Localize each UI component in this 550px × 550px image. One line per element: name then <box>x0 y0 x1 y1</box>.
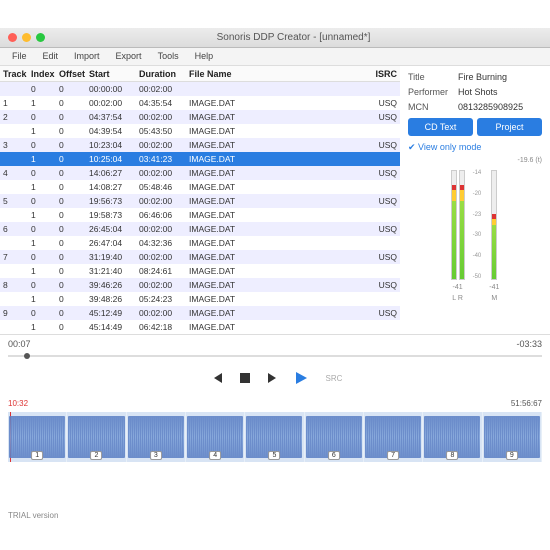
table-row[interactable]: 30010:23:0400:02:00IMAGE.DATUSQ <box>0 138 400 152</box>
timeline[interactable]: 10:3251:56:67 123456789 <box>0 397 550 466</box>
menu-edit[interactable]: Edit <box>35 48 67 65</box>
table-row[interactable]: 80039:46:2600:02:00IMAGE.DATUSQ <box>0 278 400 292</box>
table-row[interactable]: 50019:56:7300:02:00IMAGE.DATUSQ <box>0 194 400 208</box>
transport: SRC <box>0 363 550 397</box>
table-row[interactable]: 11000:02:0004:35:54IMAGE.DATUSQ <box>0 96 400 110</box>
col-header[interactable]: Duration <box>136 67 186 81</box>
col-header[interactable]: ISRC <box>372 67 400 81</box>
table-row[interactable]: 1010:25:0403:41:23IMAGE.DAT <box>0 152 400 166</box>
cdtext-button[interactable]: CD Text <box>408 118 473 136</box>
minimize-icon[interactable] <box>22 33 31 42</box>
col-header[interactable]: Track <box>0 67 28 81</box>
table-row[interactable]: 40014:06:2700:02:00IMAGE.DATUSQ <box>0 166 400 180</box>
menu-help[interactable]: Help <box>187 48 222 65</box>
table-row[interactable]: 20004:37:5400:02:00IMAGE.DATUSQ <box>0 110 400 124</box>
table-row[interactable]: 60026:45:0400:02:00IMAGE.DATUSQ <box>0 222 400 236</box>
track-table: TrackIndexOffsetStartDurationFile NameIS… <box>0 66 400 334</box>
play-button[interactable] <box>292 369 310 387</box>
table-row[interactable]: 90045:12:4900:02:00IMAGE.DATUSQ <box>0 306 400 320</box>
menu-tools[interactable]: Tools <box>150 48 187 65</box>
prev-button[interactable] <box>208 369 226 387</box>
progress-bar[interactable] <box>8 355 542 357</box>
table-row[interactable]: 1026:47:0404:32:36IMAGE.DAT <box>0 236 400 250</box>
menu-import[interactable]: Import <box>66 48 108 65</box>
table-row[interactable]: 70031:19:4000:02:00IMAGE.DATUSQ <box>0 250 400 264</box>
table-row[interactable]: 1045:14:4906:42:18IMAGE.DAT <box>0 320 400 334</box>
src-label: SRC <box>326 374 343 383</box>
peak-readout: -19.6 (t) <box>408 157 542 164</box>
sidebar: TitleFire Burning PerformerHot Shots MCN… <box>400 66 550 334</box>
view-only-toggle[interactable]: ✔ View only mode <box>408 142 542 153</box>
col-header[interactable]: Offset <box>56 67 86 81</box>
menubar: FileEditImportExportToolsHelp <box>0 48 550 66</box>
project-button[interactable]: Project <box>477 118 542 136</box>
col-header[interactable]: Start <box>86 67 136 81</box>
table-row[interactable]: 0000:00:0000:02:00 <box>0 82 400 96</box>
time-remain: -03:33 <box>516 339 542 349</box>
field-mcn: 0813285908925 <box>458 102 542 112</box>
time-elapsed: 00:07 <box>8 339 31 349</box>
col-header[interactable]: Index <box>28 67 56 81</box>
table-row[interactable]: 1039:48:2605:24:23IMAGE.DAT <box>0 292 400 306</box>
stop-button[interactable] <box>236 369 254 387</box>
table-row[interactable]: 1031:21:4008:24:61IMAGE.DAT <box>0 264 400 278</box>
close-icon[interactable] <box>8 33 17 42</box>
next-button[interactable] <box>264 369 282 387</box>
titlebar: Sonoris DDP Creator - [unnamed*] <box>0 28 550 48</box>
table-row[interactable]: 1014:08:2705:48:46IMAGE.DAT <box>0 180 400 194</box>
menu-export[interactable]: Export <box>108 48 150 65</box>
field-title: Fire Burning <box>458 72 542 82</box>
field-performer: Hot Shots <box>458 87 542 97</box>
col-header[interactable]: File Name <box>186 67 372 81</box>
window-title: Sonoris DDP Creator - [unnamed*] <box>45 32 542 43</box>
zoom-icon[interactable] <box>36 33 45 42</box>
level-meters: -41L R-14-20-23-30-40-50-41M <box>408 170 542 302</box>
menu-file[interactable]: File <box>4 48 35 65</box>
table-row[interactable]: 1019:58:7306:46:06IMAGE.DAT <box>0 208 400 222</box>
table-row[interactable]: 1004:39:5405:43:50IMAGE.DAT <box>0 124 400 138</box>
footer-text: TRIAL version <box>8 511 58 520</box>
